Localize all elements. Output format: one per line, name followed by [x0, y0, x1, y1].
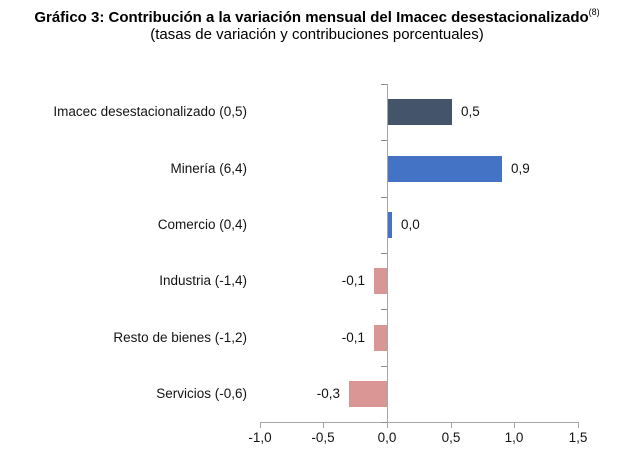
category-label: Industria (-1,4) [159, 273, 247, 288]
category-axis-tick [381, 366, 387, 367]
category-label: Imacec desestacionalizado (0,5) [53, 104, 247, 119]
value-label: 0,0 [401, 217, 420, 232]
bar [374, 268, 387, 294]
category-axis-tick [381, 140, 387, 141]
x-axis-tick-label: 1,0 [504, 430, 524, 445]
value-label: 0,5 [461, 104, 480, 119]
category-axis-line [387, 84, 388, 422]
bar [388, 156, 502, 182]
x-axis-tick-label: 1,5 [568, 430, 588, 445]
category-label: Minería (6,4) [170, 161, 247, 176]
value-label: -0,1 [341, 273, 365, 288]
category-axis-tick [381, 197, 387, 198]
x-axis-tick-label: -1,0 [248, 430, 272, 445]
x-axis-tick [323, 422, 324, 428]
bar [374, 325, 387, 351]
category-label: Comercio (0,4) [157, 217, 247, 232]
category-label: Servicios (-0,6) [156, 386, 247, 401]
bar [349, 381, 387, 407]
category-axis-tick [381, 253, 387, 254]
x-axis-line [259, 422, 578, 423]
category-label: Resto de bienes (-1,2) [113, 330, 247, 345]
x-axis-tick-label: 0,5 [441, 430, 461, 445]
bar [388, 212, 392, 238]
x-axis-tick-label: -0,5 [311, 430, 335, 445]
x-axis-tick-label: 0,0 [377, 430, 397, 445]
chart-title-footnote-marker: (8) [588, 7, 600, 17]
x-axis-tick [387, 422, 388, 428]
category-axis-tick [381, 84, 387, 85]
value-label: 0,9 [511, 161, 530, 176]
category-axis-tick [381, 309, 387, 310]
x-axis-tick [578, 422, 579, 428]
bar [388, 99, 452, 125]
category-axis-tick [381, 422, 387, 423]
chart-title-text: Gráfico 3: Contribución a la variación m… [34, 9, 589, 26]
value-label: -0,3 [316, 386, 340, 401]
x-axis-tick [451, 422, 452, 428]
x-axis-tick [260, 422, 261, 428]
x-axis-tick [514, 422, 515, 428]
chart-subtitle: (tasas de variación y contribuciones por… [150, 26, 484, 43]
chart-title: Gráfico 3: Contribución a la variación m… [0, 3, 634, 28]
value-label: -0,1 [341, 330, 365, 345]
